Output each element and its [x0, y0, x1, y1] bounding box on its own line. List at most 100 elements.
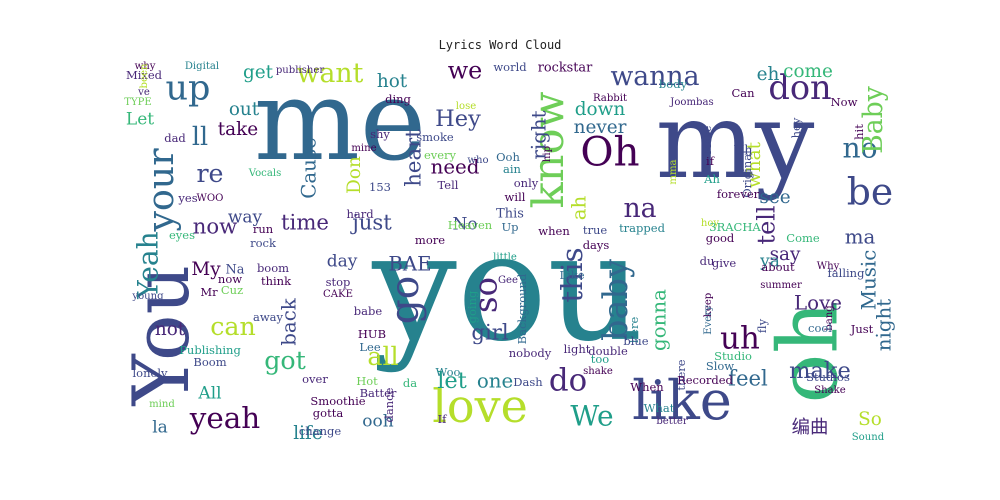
word-keep: keep — [703, 293, 714, 318]
word-days: days — [583, 238, 610, 252]
word-all: all — [367, 342, 398, 371]
word-woo: Woo — [436, 365, 461, 379]
word-lonely: lonely — [133, 366, 168, 380]
word-up: up — [166, 69, 211, 109]
word-run: run — [253, 222, 274, 236]
word-what: what — [744, 141, 765, 188]
word-don: Don — [344, 156, 365, 194]
word-every: every — [424, 148, 457, 162]
word-right: right — [528, 110, 551, 159]
word-babe: babe — [354, 304, 383, 318]
word-mixed: Mixed — [126, 68, 163, 82]
word-hey: hey — [789, 117, 803, 138]
word-come: Come — [786, 231, 820, 245]
word-make: Make — [703, 126, 714, 154]
word-more: more — [415, 233, 445, 247]
word-rockstar: rockstar — [538, 61, 593, 76]
word-so: So — [858, 409, 882, 430]
word-vocals: Vocals — [248, 168, 282, 179]
word-boom: Boom — [193, 355, 226, 369]
word-ve: ve — [137, 87, 150, 98]
word-change: change — [299, 424, 341, 438]
word-wanna: wanna — [610, 61, 699, 92]
word-eyes: eyes — [169, 228, 195, 242]
word-when: when — [538, 224, 570, 238]
word-do: do — [549, 363, 587, 399]
word-love: Love — [794, 292, 842, 315]
word-sound: Sound — [852, 432, 885, 443]
word-girl: girl — [471, 320, 508, 345]
word-re: re — [196, 159, 223, 188]
word-me: me — [254, 56, 426, 186]
word-slow: Slow — [706, 359, 734, 373]
word-cool: cool — [808, 321, 832, 335]
word-ll: ll — [192, 122, 208, 151]
word-rock: rock — [250, 236, 277, 250]
word-night: night — [873, 299, 896, 351]
word-bang: bang — [824, 305, 835, 331]
word-smoke: smoke — [416, 130, 454, 144]
word-want: want — [297, 58, 364, 89]
word-ain: ain — [503, 162, 522, 176]
word-if: If — [438, 412, 448, 426]
word-type: TYPE — [124, 97, 152, 108]
word-trapped: trapped — [619, 221, 666, 235]
word-153: 153 — [369, 180, 391, 194]
word-got: got — [264, 346, 306, 375]
word-can: can — [210, 312, 256, 341]
word-falling: falling — [828, 266, 866, 280]
word-go: go — [383, 276, 428, 325]
word-no: no — [842, 132, 877, 165]
word-let: let — [437, 368, 467, 394]
word-baby: Baby — [858, 86, 889, 154]
word-forever: forever — [717, 187, 760, 201]
word-shake: shake — [583, 366, 613, 377]
word-3racha: 3RACHA — [709, 220, 761, 234]
word-need: need — [431, 156, 480, 179]
word-batter: Batter — [360, 386, 397, 400]
word-mine: mine — [351, 143, 376, 154]
word-gonna: gonna — [648, 289, 671, 351]
word-cake: CAKE — [323, 289, 353, 300]
word-mind: mind — [149, 399, 175, 410]
word-hard: hard — [346, 207, 374, 221]
word-up: Up — [501, 220, 518, 234]
word-hot: Hot — [356, 374, 378, 388]
word-light: light — [564, 342, 591, 356]
word-my: My — [191, 259, 221, 280]
word-now: now — [218, 272, 242, 286]
word-here: here — [627, 317, 641, 344]
word-back: back — [278, 297, 301, 346]
word-way: way — [228, 208, 263, 228]
word-summer: summer — [760, 280, 802, 291]
word-blue: blue — [623, 334, 648, 348]
word-good: good — [706, 231, 735, 245]
word-true: true — [583, 223, 608, 237]
word-ah: ah — [568, 195, 591, 220]
word-make: make — [789, 358, 851, 384]
word-why: why — [135, 61, 156, 72]
word-think: think — [261, 274, 292, 288]
word-know: know — [524, 91, 574, 208]
word-nobody: nobody — [509, 346, 552, 360]
word-world: world — [493, 60, 527, 74]
word-rabbit: Rabbit — [593, 93, 627, 104]
word-studio: Studio — [714, 349, 752, 363]
word-shy: shy — [370, 127, 390, 141]
word-there: there — [674, 359, 688, 390]
word-every: Every — [703, 305, 714, 335]
word-body: body — [659, 77, 688, 91]
word-fly: fly — [755, 318, 769, 333]
word-ma: ma — [845, 226, 876, 249]
word-du: du — [700, 254, 715, 268]
word-studios: Studios — [806, 370, 850, 384]
word-ya: ya — [759, 252, 780, 272]
word-too: too — [591, 352, 610, 366]
word-la: la — [152, 418, 168, 438]
word-uh: Uh — [733, 144, 752, 159]
word-will: will — [505, 190, 526, 204]
word-let: Let — [126, 110, 154, 130]
word-better: better — [656, 416, 688, 427]
word-music: Music — [858, 250, 881, 311]
word-ah: Ah — [703, 172, 720, 186]
